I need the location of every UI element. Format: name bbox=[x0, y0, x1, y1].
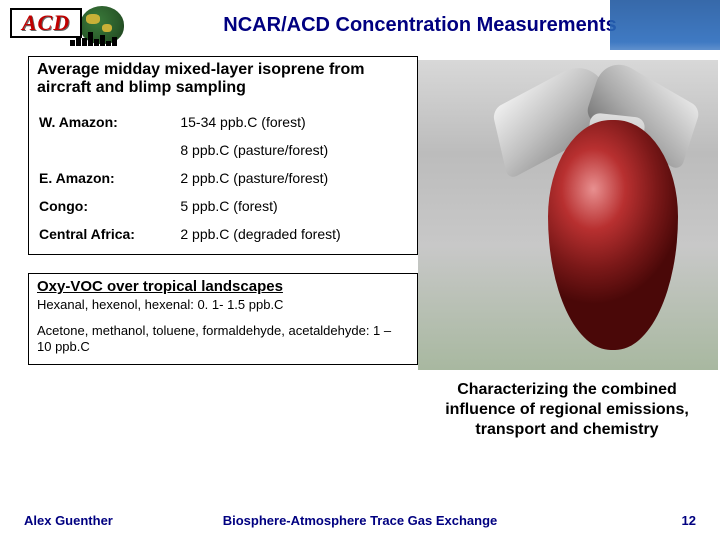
value-cell: 15-34 ppb.C (forest) bbox=[178, 108, 409, 136]
table-row: W. Amazon: 15-34 ppb.C (forest) bbox=[37, 108, 409, 136]
oxy-voc-box: Oxy-VOC over tropical landscapes Hexanal… bbox=[28, 273, 418, 365]
region-cell: Central Africa: bbox=[37, 220, 178, 248]
footer-page-number: 12 bbox=[682, 513, 696, 528]
value-cell: 2 ppb.C (degraded forest) bbox=[178, 220, 409, 248]
oxy-voc-line2: Acetone, methanol, toluene, formaldehyde… bbox=[37, 323, 409, 356]
oxy-voc-line1: Hexanal, hexenol, hexenal: 0. 1- 1.5 ppb… bbox=[37, 297, 409, 313]
isoprene-box-title: Average midday mixed-layer isoprene from… bbox=[37, 61, 409, 98]
slide-body: Average midday mixed-layer isoprene from… bbox=[0, 50, 720, 490]
footer-author: Alex Guenther bbox=[24, 513, 113, 528]
region-cell: W. Amazon: bbox=[37, 108, 178, 136]
blimp-body-icon bbox=[548, 120, 678, 350]
region-cell: E. Amazon: bbox=[37, 164, 178, 192]
isoprene-table: W. Amazon: 15-34 ppb.C (forest) 8 ppb.C … bbox=[37, 108, 409, 248]
table-row: E. Amazon: 2 ppb.C (pasture/forest) bbox=[37, 164, 409, 192]
table-row: 8 ppb.C (pasture/forest) bbox=[37, 136, 409, 164]
blimp-photo-background bbox=[418, 60, 718, 370]
oxy-voc-title: Oxy-VOC over tropical landscapes bbox=[37, 278, 409, 295]
image-caption: Characterizing the combined influence of… bbox=[422, 380, 712, 440]
value-cell: 2 ppb.C (pasture/forest) bbox=[178, 164, 409, 192]
table-row: Central Africa: 2 ppb.C (degraded forest… bbox=[37, 220, 409, 248]
slide-header: ACD NCAR/ACD Concentration Measurements bbox=[0, 0, 720, 50]
acd-logo-box: ACD bbox=[10, 8, 82, 38]
isoprene-measurements-box: Average midday mixed-layer isoprene from… bbox=[28, 56, 418, 255]
value-cell: 5 ppb.C (forest) bbox=[178, 192, 409, 220]
acd-logo-text: ACD bbox=[22, 10, 70, 36]
slide-footer: Alex Guenther Biosphere-Atmosphere Trace… bbox=[0, 513, 720, 528]
region-cell bbox=[37, 136, 178, 164]
header-swoosh-decoration bbox=[610, 0, 720, 50]
value-cell: 8 ppb.C (pasture/forest) bbox=[178, 136, 409, 164]
table-row: Congo: 5 ppb.C (forest) bbox=[37, 192, 409, 220]
region-cell: Congo: bbox=[37, 192, 178, 220]
acd-logo: ACD bbox=[10, 4, 130, 46]
footer-title: Biosphere-Atmosphere Trace Gas Exchange bbox=[223, 513, 498, 528]
